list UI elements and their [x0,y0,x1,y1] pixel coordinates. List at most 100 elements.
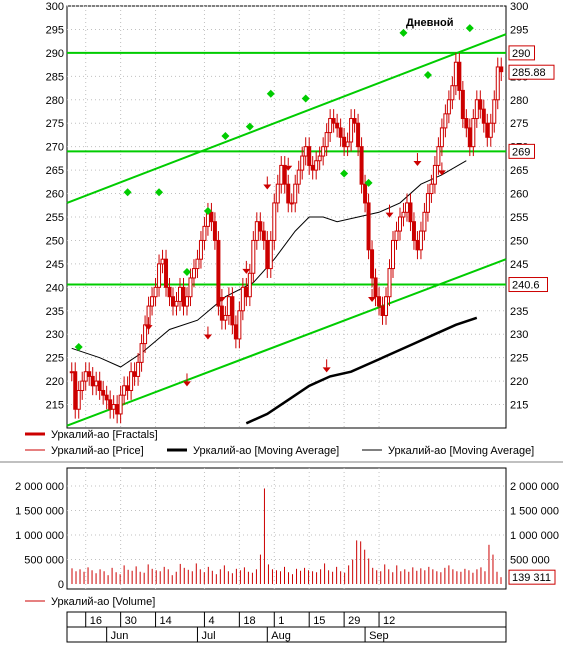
day-label: 4 [208,615,214,627]
candle-body [397,216,402,232]
price-marker-box [508,45,535,61]
candle-body [90,375,95,387]
price-marker-label: 290 [512,48,530,60]
volume-bars [71,488,502,584]
fractal-up-marker [221,131,230,140]
y-tick-label-right: 235 [510,306,528,318]
candle-body [404,202,409,213]
candle-body [432,164,437,185]
candle-body [286,183,291,204]
fractal-down-marker [385,212,394,218]
y-tick-label-right: 245 [510,259,528,271]
volume-last-value: 139 311 [508,569,556,585]
candle-body [87,371,92,377]
candle-body [387,268,392,298]
fractal-markers [74,24,474,387]
day-label: 12 [383,615,395,627]
day-label: 1 [278,615,284,627]
fractal-up-marker [423,71,432,80]
candle-body [293,183,298,204]
y-tick-label-left: 295 [46,24,64,36]
day-label: 14 [160,615,172,627]
candle-body [132,371,137,377]
candle-body [101,389,106,396]
candle-body [198,239,203,260]
candle-body [411,221,416,241]
price-marker-box [508,277,548,293]
candle-body [488,122,493,138]
candle-body [401,211,406,218]
fractal-down-marker [322,367,331,373]
candle-body [356,122,361,148]
candle-body [226,296,231,316]
candle-body [223,314,228,321]
candle-body [317,155,322,162]
y-tick-label-right: 225 [510,353,528,365]
y-tick-label-right: 215 [510,400,528,412]
legend-label: Уркалий-ао [Moving Average] [388,445,534,457]
fractal-down-marker [437,170,446,176]
price-marker-box [508,143,535,159]
candle-body [499,66,504,73]
candle-body [174,300,179,307]
fractal-down-marker [144,325,153,331]
candle-body [314,160,319,171]
volume-legend-label: Уркалий-ао [Volume] [51,596,155,608]
y-tick-label-left: 290 [46,48,64,60]
fractal-down-marker [263,184,272,190]
candle-body [310,164,315,171]
price-marker-label: 269 [512,146,530,158]
candle-body [69,371,74,374]
fractal-up-marker [74,342,83,351]
candle-body [265,239,270,270]
legend-label: Уркалий-ао [Fractals] [51,429,158,441]
candle-body [450,85,455,101]
legend-label: Уркалий-ао [Moving Average] [193,445,339,457]
candle-body [160,258,165,265]
y-tick-label-left: 245 [46,259,64,271]
candle-body [321,146,326,157]
candle-body [111,404,116,410]
candle-body [492,99,497,124]
candle-body [471,118,476,148]
candle-body [380,305,385,316]
month-label: Jun [111,630,129,642]
candle-body [436,146,441,166]
fractal-down-marker [182,381,191,387]
fractal-up-marker [203,207,212,215]
candle-body [453,61,458,87]
candle-body [122,385,127,396]
month-label: Aug [271,630,291,642]
volume-y-tick-right: 2 000 000 [510,481,559,493]
fractal-up-marker [301,94,310,103]
y-tick-label-right: 220 [510,376,528,388]
candle-body [446,99,451,115]
candle-body [478,99,483,110]
y-tick-label-left: 280 [46,95,64,107]
day-label: 15 [313,615,325,627]
legend-label: Уркалий-ао [Price] [51,445,144,457]
fractal-down-marker [368,297,377,303]
volume-y-tick-left: 2 000 000 [15,481,64,493]
legend: Уркалий-ао [Fractals] Уркалий-ао [Price] У… [25,429,534,457]
candle-body [181,286,186,307]
trend-channel-upper [66,33,507,204]
y-tick-label-right: 265 [510,165,528,177]
fractal-down-marker [242,268,251,274]
candle-body [331,118,336,124]
candle-body [129,371,134,391]
y-tick-label-left: 235 [46,306,64,318]
candle-body [209,211,214,223]
y-tick-label-left: 220 [46,376,64,388]
candle-body [167,286,172,298]
y-tick-label-left: 285 [46,71,64,83]
candle-body [384,296,389,316]
y-tick-label-right: 275 [510,118,528,130]
time-axis: 16 30 14 4 18 1 15 29 12 Jun Jul Aug Sep [66,611,507,643]
fractal-up-marker [364,178,373,187]
candle-body [171,296,176,307]
candle-body [307,146,312,166]
volume-last-box [508,569,556,585]
candle-body [300,155,305,171]
